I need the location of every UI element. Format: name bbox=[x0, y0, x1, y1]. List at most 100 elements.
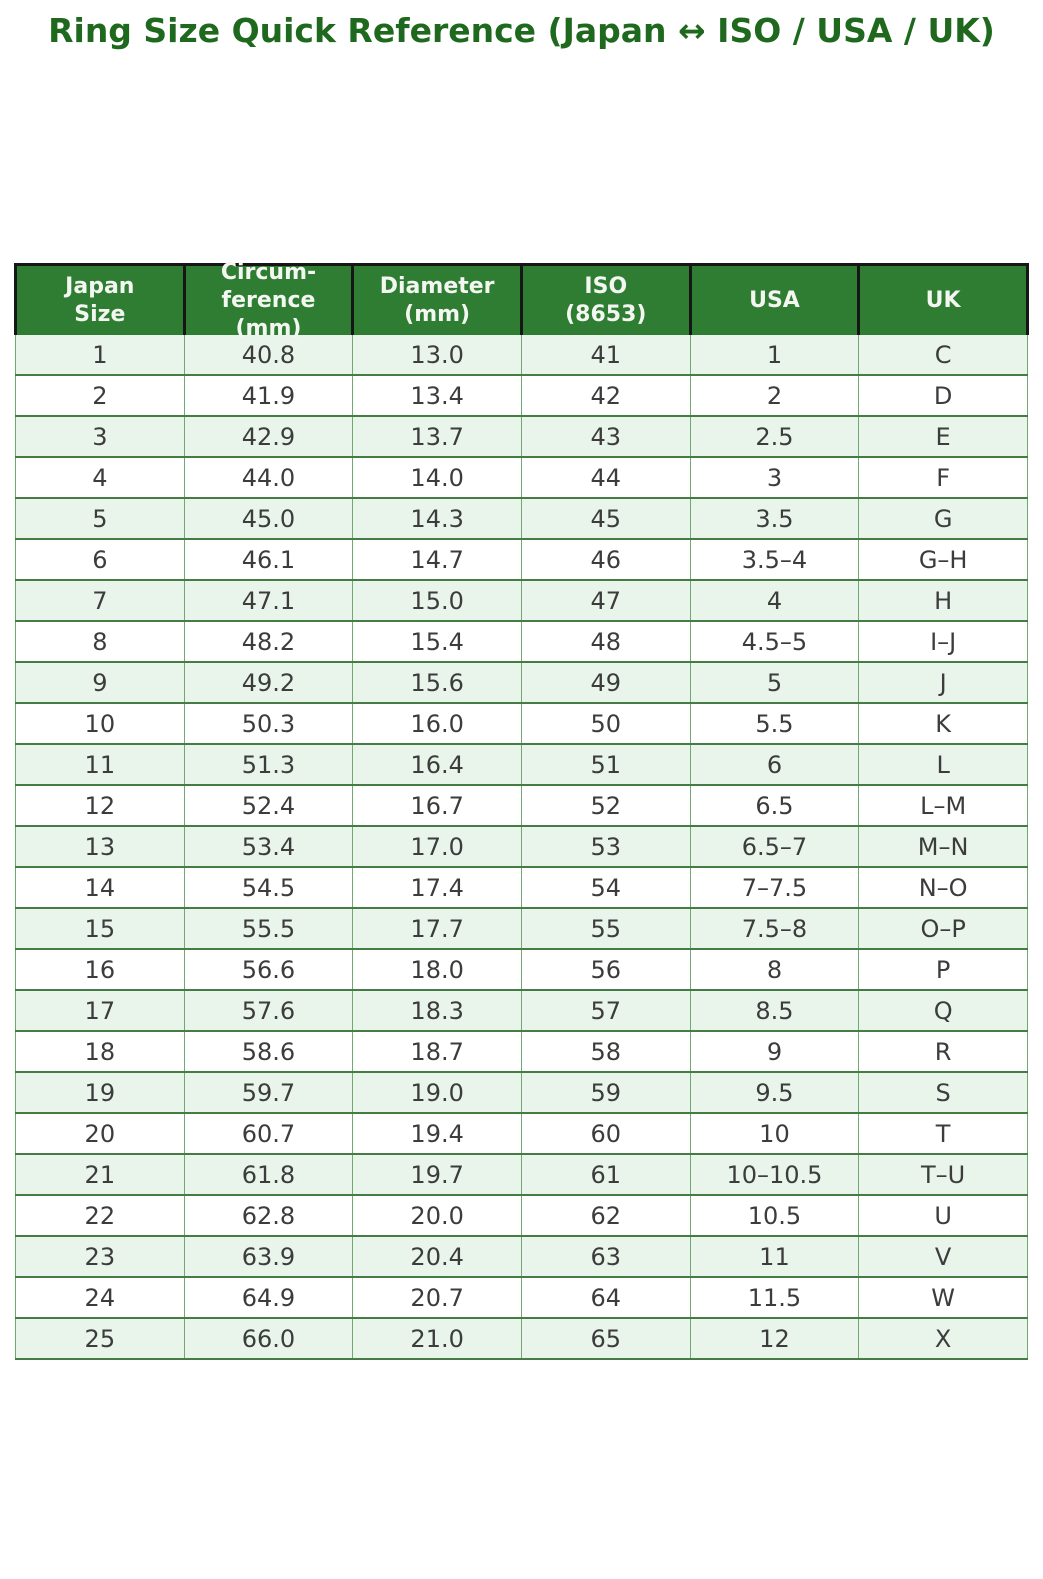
table-cell: F bbox=[858, 457, 1028, 500]
page-title: Ring Size Quick Reference (Japan ↔ ISO /… bbox=[48, 11, 995, 50]
table-cell: 48 bbox=[520, 621, 691, 664]
table-cell: 14.0 bbox=[352, 457, 522, 500]
table-row: 19 59.7 19.0 59 9.5 S bbox=[15, 1072, 1028, 1115]
table-cell: 4 bbox=[15, 457, 185, 500]
table-cell: 53 bbox=[520, 826, 691, 869]
table-row: 7 47.1 15.0 47 4 H bbox=[15, 580, 1028, 623]
table-cell: 17.4 bbox=[352, 867, 522, 910]
table-cell: 17 bbox=[15, 990, 185, 1033]
table-cell: 3.5–4 bbox=[689, 539, 860, 582]
table-cell: 10.5 bbox=[689, 1195, 860, 1238]
table-cell: 15.4 bbox=[352, 621, 522, 664]
table-cell: J bbox=[858, 662, 1028, 705]
table-cell: 2 bbox=[689, 375, 860, 418]
table-cell: W bbox=[858, 1277, 1028, 1320]
table-row: 10 50.3 16.0 50 5.5 K bbox=[15, 703, 1028, 746]
table-cell: U bbox=[858, 1195, 1028, 1238]
table-cell: 15.6 bbox=[352, 662, 522, 705]
table-cell: 45 bbox=[520, 498, 691, 541]
table-row: 4 44.0 14.0 44 3 F bbox=[15, 457, 1028, 500]
table-cell: 16.0 bbox=[352, 703, 522, 746]
table-cell: 12 bbox=[15, 785, 185, 828]
table-cell: N–O bbox=[858, 867, 1028, 910]
table-cell: 18.0 bbox=[352, 949, 522, 992]
table-row: 3 42.9 13.7 43 2.5 E bbox=[15, 416, 1028, 459]
table-cell: 2.5 bbox=[689, 416, 860, 459]
table-cell: 15 bbox=[15, 908, 185, 951]
table-row: 25 66.0 21.0 65 12 X bbox=[15, 1318, 1028, 1361]
table-cell: 13 bbox=[15, 826, 185, 869]
table-cell: 41.9 bbox=[183, 375, 354, 418]
table-cell: 18.3 bbox=[352, 990, 522, 1033]
ring-size-table: Japan Size Circum- ference (mm) Diameter… bbox=[14, 260, 1029, 1361]
table-cell: 54.5 bbox=[183, 867, 354, 910]
table-cell: 20 bbox=[15, 1113, 185, 1156]
header-circumference: Circum- ference (mm) bbox=[182, 260, 355, 341]
table-cell: 8.5 bbox=[689, 990, 860, 1033]
table-cell: 63 bbox=[520, 1236, 691, 1279]
table-cell: 42.9 bbox=[183, 416, 354, 459]
table-cell: 55 bbox=[520, 908, 691, 951]
table-cell: P bbox=[858, 949, 1028, 992]
table-row: 18 58.6 18.7 58 9 R bbox=[15, 1031, 1028, 1074]
table-row: 12 52.4 16.7 52 6.5 L–M bbox=[15, 785, 1028, 828]
table-cell: S bbox=[858, 1072, 1028, 1115]
table-cell: 50.3 bbox=[183, 703, 354, 746]
table-cell: 20.4 bbox=[352, 1236, 522, 1279]
table-cell: 4 bbox=[689, 580, 860, 623]
table-cell: D bbox=[858, 375, 1028, 418]
table-cell: 56.6 bbox=[183, 949, 354, 992]
table-cell: 23 bbox=[15, 1236, 185, 1279]
table-cell: 2 bbox=[15, 375, 185, 418]
table-row: 1 40.8 13.0 41 1 C bbox=[15, 335, 1028, 377]
table-cell: 65 bbox=[520, 1318, 691, 1361]
header-diameter-label: Diameter (mm) bbox=[379, 273, 495, 327]
table-cell: M–N bbox=[858, 826, 1028, 869]
table-cell: 40.8 bbox=[183, 335, 354, 377]
table-cell: 53.4 bbox=[183, 826, 354, 869]
table-cell: E bbox=[858, 416, 1028, 459]
header-iso-label: ISO (8653) bbox=[565, 273, 647, 327]
table-cell: 10–10.5 bbox=[689, 1154, 860, 1197]
table-cell: 16.7 bbox=[352, 785, 522, 828]
table-cell: 44.0 bbox=[183, 457, 354, 500]
table-row: 23 63.9 20.4 63 11 V bbox=[15, 1236, 1028, 1279]
table-cell: 44 bbox=[520, 457, 691, 500]
table-cell: 57 bbox=[520, 990, 691, 1033]
table-cell: 7 bbox=[15, 580, 185, 623]
table-cell: 66.0 bbox=[183, 1318, 354, 1361]
table-cell: 51.3 bbox=[183, 744, 354, 787]
table-cell: 3.5 bbox=[689, 498, 860, 541]
table-cell: 12 bbox=[689, 1318, 860, 1361]
table-cell: 21.0 bbox=[352, 1318, 522, 1361]
table-cell: 13.0 bbox=[352, 335, 522, 377]
table-cell: 59 bbox=[520, 1072, 691, 1115]
table-cell: 8 bbox=[689, 949, 860, 992]
table-row: 13 53.4 17.0 53 6.5–7 M–N bbox=[15, 826, 1028, 869]
table-cell: 14 bbox=[15, 867, 185, 910]
table-row: 8 48.2 15.4 48 4.5–5 I–J bbox=[15, 621, 1028, 664]
table-cell: 15.0 bbox=[352, 580, 522, 623]
table-cell: 49.2 bbox=[183, 662, 354, 705]
table-cell: H bbox=[858, 580, 1028, 623]
table-cell: 58 bbox=[520, 1031, 691, 1074]
table-cell: 11 bbox=[15, 744, 185, 787]
table-cell: 46.1 bbox=[183, 539, 354, 582]
table-row: 17 57.6 18.3 57 8.5 Q bbox=[15, 990, 1028, 1033]
table-cell: 24 bbox=[15, 1277, 185, 1320]
header-usa: USA bbox=[688, 263, 861, 336]
table-cell: 50 bbox=[520, 703, 691, 746]
table-cell: 62.8 bbox=[183, 1195, 354, 1238]
table-cell: 10 bbox=[689, 1113, 860, 1156]
table-cell: 19 bbox=[15, 1072, 185, 1115]
header-iso: ISO (8653) bbox=[519, 263, 692, 336]
table-row: 24 64.9 20.7 64 11.5 W bbox=[15, 1277, 1028, 1320]
table-cell: 20.7 bbox=[352, 1277, 522, 1320]
table-row: 6 46.1 14.7 46 3.5–4 G–H bbox=[15, 539, 1028, 582]
table-cell: 43 bbox=[520, 416, 691, 459]
table-row: 20 60.7 19.4 60 10 T bbox=[15, 1113, 1028, 1156]
table-cell: 10 bbox=[15, 703, 185, 746]
table-cell: 17.7 bbox=[352, 908, 522, 951]
table-cell: 18 bbox=[15, 1031, 185, 1074]
table-cell: 22 bbox=[15, 1195, 185, 1238]
